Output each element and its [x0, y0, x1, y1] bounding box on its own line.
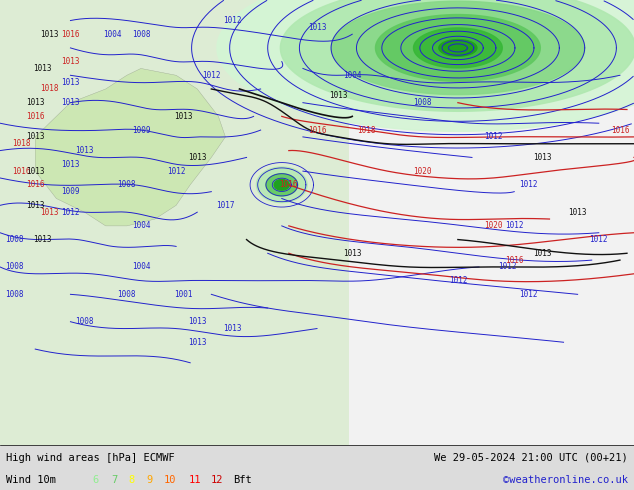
Text: 1004: 1004 [132, 221, 150, 230]
Text: 1008: 1008 [132, 30, 150, 39]
Polygon shape [256, 167, 307, 202]
Text: 1012: 1012 [519, 180, 538, 189]
Text: 1008: 1008 [117, 290, 136, 299]
Text: 1016: 1016 [611, 125, 629, 135]
Polygon shape [375, 15, 540, 81]
Bar [0, 0, 349, 445]
Text: 1012: 1012 [223, 16, 242, 25]
Text: 1012: 1012 [484, 132, 502, 142]
Text: 1012: 1012 [449, 276, 467, 285]
Text: 1018: 1018 [357, 125, 375, 135]
Text: 1013: 1013 [26, 98, 44, 107]
Polygon shape [413, 28, 502, 68]
Text: 6: 6 [92, 475, 98, 485]
Text: 1013: 1013 [40, 30, 58, 39]
Text: 1008: 1008 [413, 98, 432, 107]
Text: 1008: 1008 [75, 317, 94, 326]
Text: 1008: 1008 [5, 235, 23, 244]
Text: 1020: 1020 [413, 167, 432, 175]
Text: 1012: 1012 [167, 167, 185, 175]
Text: 1013: 1013 [26, 132, 44, 142]
Text: 1013: 1013 [329, 91, 347, 100]
Text: We 29-05-2024 21:00 UTC (00+21): We 29-05-2024 21:00 UTC (00+21) [434, 453, 628, 463]
Text: 1013: 1013 [26, 167, 44, 175]
Text: 1016: 1016 [12, 167, 30, 175]
Text: 1017: 1017 [216, 201, 235, 210]
Text: 1013: 1013 [569, 208, 587, 217]
Text: 1008: 1008 [5, 290, 23, 299]
Text: 7: 7 [111, 475, 117, 485]
Polygon shape [217, 0, 634, 131]
Polygon shape [266, 173, 297, 196]
Text: 1016: 1016 [26, 180, 44, 189]
Text: 1013: 1013 [174, 112, 192, 121]
Text: 8: 8 [129, 475, 135, 485]
Text: 1013: 1013 [40, 208, 58, 217]
Text: 1013: 1013 [188, 338, 207, 347]
Text: 1016: 1016 [61, 30, 80, 39]
Text: 1013: 1013 [26, 201, 44, 210]
Polygon shape [36, 69, 226, 226]
Text: 1012: 1012 [505, 221, 524, 230]
Text: 1013: 1013 [533, 153, 552, 162]
Text: 1012: 1012 [61, 208, 80, 217]
Polygon shape [274, 179, 289, 190]
Text: 1013: 1013 [61, 160, 80, 169]
Text: 1013: 1013 [61, 57, 80, 66]
Polygon shape [331, 1, 585, 95]
Text: 1016: 1016 [307, 125, 327, 135]
Text: 1009: 1009 [61, 187, 80, 196]
Polygon shape [280, 0, 634, 111]
Text: Wind 10m: Wind 10m [6, 475, 56, 485]
Text: 1013: 1013 [343, 249, 361, 258]
Text: 12: 12 [210, 475, 223, 485]
Text: 9: 9 [146, 475, 153, 485]
Text: 1009: 1009 [132, 125, 150, 135]
Text: 1018: 1018 [40, 84, 58, 94]
Text: 1001: 1001 [174, 290, 192, 299]
Text: 1004: 1004 [103, 30, 122, 39]
Text: 1018: 1018 [12, 139, 30, 148]
Text: 1013: 1013 [188, 317, 207, 326]
Text: 1013: 1013 [61, 98, 80, 107]
Text: 1012: 1012 [202, 71, 221, 80]
Text: High wind areas [hPa] ECMWF: High wind areas [hPa] ECMWF [6, 453, 175, 463]
Text: 1020: 1020 [484, 221, 502, 230]
Text: 1012: 1012 [498, 263, 517, 271]
Text: 1013: 1013 [33, 64, 51, 73]
Text: 1013: 1013 [223, 324, 242, 333]
Text: 1008: 1008 [117, 180, 136, 189]
Text: ©weatheronline.co.uk: ©weatheronline.co.uk [503, 475, 628, 485]
Text: 1016: 1016 [26, 112, 44, 121]
Text: 1012: 1012 [590, 235, 608, 244]
Text: 1004: 1004 [132, 263, 150, 271]
Text: 1013: 1013 [307, 23, 327, 32]
Text: 1013: 1013 [533, 249, 552, 258]
Text: 1016: 1016 [280, 180, 298, 189]
Text: 10: 10 [164, 475, 177, 485]
Text: 1013: 1013 [61, 77, 80, 87]
Text: 11: 11 [188, 475, 201, 485]
Text: 1004: 1004 [343, 71, 361, 80]
Polygon shape [439, 40, 477, 56]
Text: 1013: 1013 [33, 235, 51, 244]
Text: 1013: 1013 [75, 146, 94, 155]
Text: 1012: 1012 [519, 290, 538, 299]
Text: 1016: 1016 [505, 256, 524, 265]
Text: 1013: 1013 [188, 153, 207, 162]
Text: 1008: 1008 [5, 263, 23, 271]
Text: Bft: Bft [233, 475, 252, 485]
